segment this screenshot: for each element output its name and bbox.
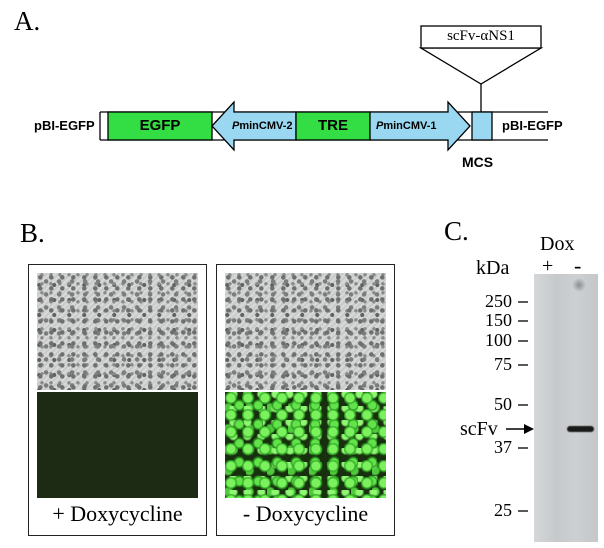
promoter2-text: PminCMV-2 — [232, 120, 293, 132]
marker-75-label: 75 — [494, 354, 512, 374]
left-vector-label: pBI-EGFP — [34, 118, 95, 133]
egfp-label: EGFP — [139, 117, 181, 134]
plus-dox-phase-image — [37, 273, 198, 390]
scfv-band — [567, 426, 594, 432]
insert-label: scFv-αNS1 — [447, 28, 515, 44]
marker-150-label: 150 — [485, 310, 512, 330]
plus-dox-fluorescence-image — [37, 392, 198, 498]
scfv-arrow-head — [524, 424, 534, 434]
minus-dox-frame: - Doxycycline — [216, 264, 395, 536]
kda-label: kDa — [476, 257, 510, 279]
plus-dox-caption: + Doxycycline — [52, 501, 183, 526]
marker-50-label: 50 — [494, 394, 512, 414]
panel-b-label: B. — [20, 218, 45, 248]
promoter1-arrow — [369, 100, 471, 152]
panel-a-label: A. — [14, 6, 41, 36]
promoter2-label: PminCMV-2 — [232, 120, 293, 132]
minus-dox-phase-image — [225, 273, 386, 390]
plus-dox-frame: + Doxycycline — [28, 264, 207, 536]
marker-25-label: 25 — [494, 500, 512, 520]
promoter1-text: PminCMV-1 — [376, 120, 437, 132]
right-vector-label: pBI-EGFP — [502, 118, 563, 133]
lane-plus-label: + — [542, 255, 554, 277]
mcs-box — [471, 111, 493, 141]
scfv-band-label: scFv — [460, 418, 498, 440]
marker-100-label: 100 — [485, 330, 512, 350]
insert-box — [420, 25, 542, 49]
western-blot-image — [534, 274, 598, 542]
minus-dox-fluorescence-image — [225, 392, 386, 498]
dox-label: Dox — [540, 233, 575, 255]
mcs-label: MCS — [462, 154, 494, 170]
marker-37-label: 37 — [494, 437, 512, 457]
tre-label: TRE — [318, 117, 348, 134]
vector-map-diagram — [99, 25, 548, 152]
promoter1-label: PminCMV-1 — [376, 120, 437, 132]
minus-dox-caption: - Doxycycline — [242, 501, 369, 526]
lane-minus-label: - — [574, 253, 582, 278]
egfp-box — [107, 111, 213, 141]
top-smear — [572, 278, 586, 292]
marker-250-label: 250 — [485, 291, 512, 311]
panel-c-label: C. — [444, 216, 469, 246]
